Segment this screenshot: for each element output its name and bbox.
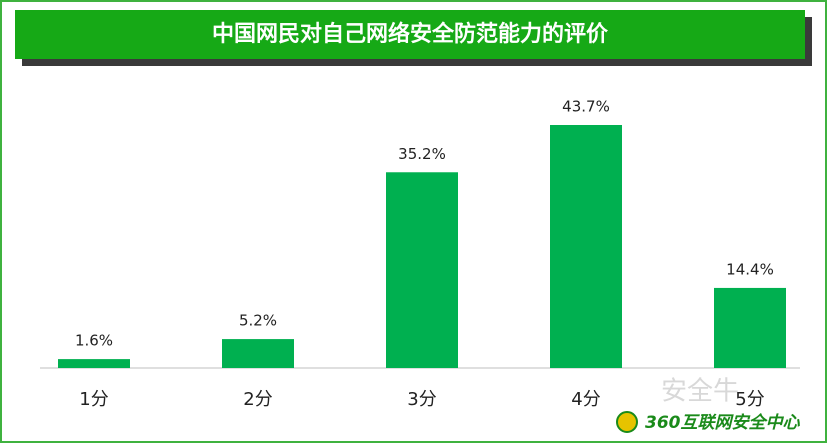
watermark-brand: 360互联网安全中心 (645, 413, 800, 433)
watermark-logo (616, 411, 638, 433)
watermark-site: 安全牛 (661, 377, 739, 407)
x-tick-label: 5分 (735, 389, 764, 410)
value-label: 35.2% (398, 145, 446, 163)
value-label: 14.4% (726, 260, 774, 278)
bar (550, 125, 622, 368)
bar (714, 287, 786, 368)
chart-title: 中国网民对自己网络安全防范能力的评价 (212, 21, 609, 47)
bar (386, 172, 458, 368)
value-label: 43.7% (562, 98, 610, 116)
x-tick-label: 3分 (407, 389, 436, 410)
value-label: 5.2% (239, 312, 277, 330)
x-tick-label: 2分 (243, 389, 272, 410)
bar (222, 339, 294, 368)
x-tick-label: 1分 (79, 389, 108, 410)
title-banner (15, 10, 805, 59)
bar (58, 359, 130, 368)
value-label: 1.6% (75, 332, 113, 350)
x-tick-label: 4分 (571, 389, 600, 410)
